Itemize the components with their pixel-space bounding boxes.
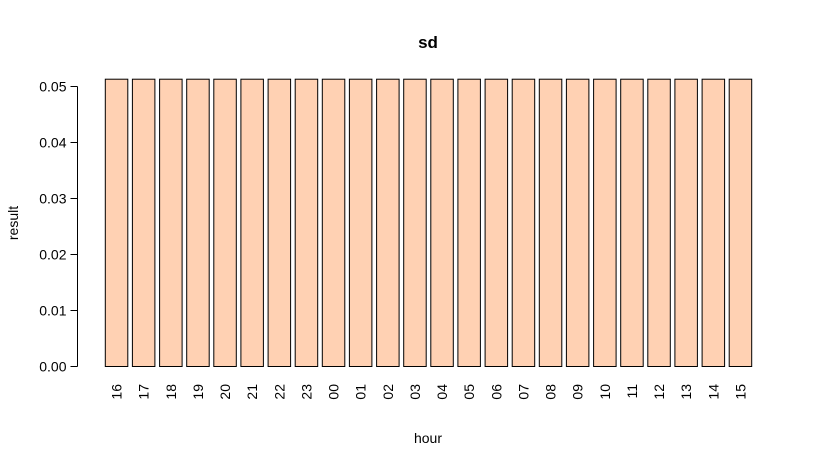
bar-12 <box>647 78 671 367</box>
x-tick-label: 15 <box>732 384 748 400</box>
bar-07 <box>511 78 536 367</box>
x-tick-label: 18 <box>163 384 179 400</box>
x-tick-label: 10 <box>597 384 613 400</box>
x-tick-label: 05 <box>461 384 477 400</box>
y-tick-label: 0.02 <box>39 247 66 263</box>
bar-04 <box>430 78 454 367</box>
x-tick-label: 16 <box>109 384 125 400</box>
x-tick-label: 07 <box>515 384 531 400</box>
bars-group <box>104 78 753 367</box>
bar-06 <box>484 78 509 367</box>
x-tick-label: 12 <box>651 384 667 400</box>
bar-05 <box>457 78 481 367</box>
y-axis: 0.00 0.01 0.02 0.03 0.04 0.05 <box>39 79 78 375</box>
x-tick-label: 14 <box>705 384 721 400</box>
x-tick-label: 08 <box>543 384 559 400</box>
x-tick-label: 00 <box>326 384 342 400</box>
y-tick-label: 0.04 <box>39 135 66 151</box>
bar-00 <box>321 78 346 367</box>
x-tick-labels: 16 17 18 19 20 21 22 23 00 01 02 03 04 05 06 07 08 09 10 11… <box>109 384 749 400</box>
bar-18 <box>159 78 183 367</box>
chart-title: sd <box>418 33 438 52</box>
bar-01 <box>348 78 373 367</box>
y-tick-label: 0.00 <box>39 359 66 375</box>
bar-23 <box>294 78 319 367</box>
bar-13 <box>674 78 698 367</box>
y-axis-label: result <box>5 206 21 240</box>
bar-20 <box>213 78 237 367</box>
bar-14 <box>701 78 726 367</box>
bar-11 <box>620 78 644 367</box>
bar-17 <box>131 78 156 367</box>
bar-09 <box>565 78 590 367</box>
x-tick-label: 01 <box>353 384 369 400</box>
bar-21 <box>240 78 264 367</box>
x-tick-label: 22 <box>271 384 287 400</box>
bar-15 <box>728 78 753 367</box>
x-tick-label: 19 <box>190 384 206 400</box>
x-tick-label: 09 <box>570 384 586 400</box>
y-tick-label: 0.01 <box>39 303 66 319</box>
bar-10 <box>593 78 617 367</box>
bar-08 <box>538 78 563 367</box>
x-tick-label: 23 <box>298 384 314 400</box>
bar-02 <box>376 78 400 367</box>
y-tick-label: 0.03 <box>39 191 66 207</box>
bar-03 <box>403 78 427 367</box>
x-tick-label: 13 <box>678 384 694 400</box>
x-tick-label: 21 <box>244 384 260 400</box>
x-tick-label: 02 <box>380 384 396 400</box>
x-tick-label: 06 <box>488 384 504 400</box>
bar-19 <box>186 78 210 367</box>
x-axis-label: hour <box>414 430 442 446</box>
x-tick-label: 03 <box>407 384 423 400</box>
bar-22 <box>267 78 292 367</box>
y-tick-label: 0.05 <box>39 79 66 95</box>
x-tick-label: 20 <box>217 384 233 400</box>
bar-16 <box>104 78 129 367</box>
x-tick-label: 04 <box>434 384 450 400</box>
x-tick-label: 11 <box>624 384 640 399</box>
x-tick-label: 17 <box>136 384 152 400</box>
